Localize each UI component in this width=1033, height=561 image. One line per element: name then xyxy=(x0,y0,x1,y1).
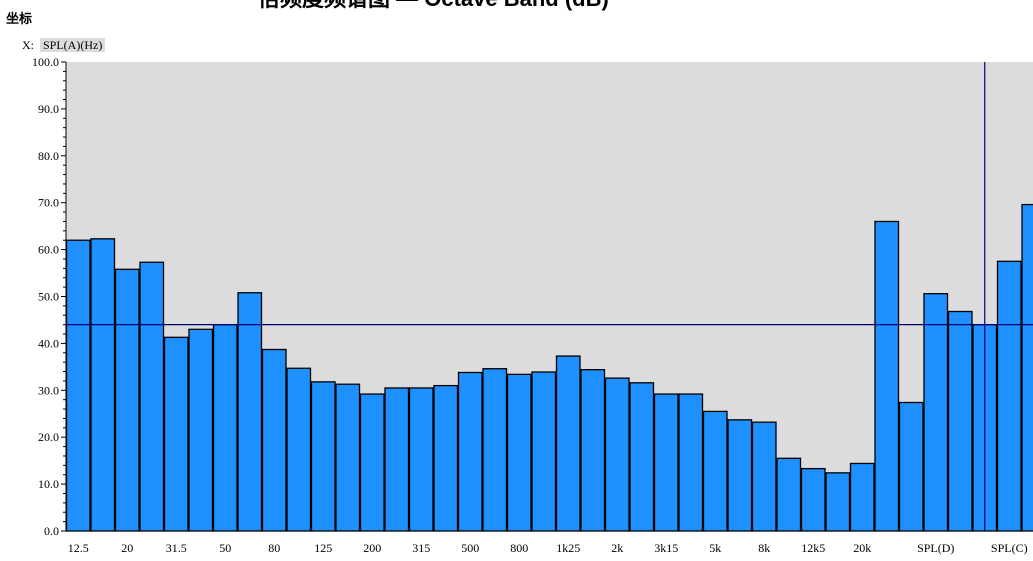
bar[interactable] xyxy=(653,393,679,532)
bar[interactable] xyxy=(188,328,214,532)
bar[interactable] xyxy=(139,261,165,532)
bar[interactable] xyxy=(433,384,459,532)
bar[interactable] xyxy=(286,367,312,532)
x-tick-label: 12k5 xyxy=(801,541,825,555)
bar[interactable] xyxy=(874,220,900,532)
x-tick-label: 8k xyxy=(758,541,770,555)
x-axis: 12.5 20 31.5 50 80 125 200 315 500 800 1k25 2k 3k15 5… xyxy=(66,530,1033,555)
y-tick-label: 30.0 xyxy=(38,383,59,397)
x-coordinate-value: SPL(A)(Hz) xyxy=(40,38,106,52)
x-tick-label: 500 xyxy=(461,541,479,555)
x-tick-label: 2k xyxy=(611,541,623,555)
y-tick-label: 90.0 xyxy=(38,102,59,116)
bar[interactable] xyxy=(678,393,704,532)
bar[interactable] xyxy=(65,239,91,532)
y-tick-label: 80.0 xyxy=(38,149,59,163)
bar[interactable] xyxy=(90,238,116,532)
bar[interactable] xyxy=(359,393,385,532)
bar[interactable] xyxy=(531,371,557,532)
bar[interactable] xyxy=(212,323,238,532)
y-tick-label: 70.0 xyxy=(38,196,59,210)
x-tick-label: 125 xyxy=(314,541,332,555)
y-axis: 0.0 10.0 20.0 30.0 40.0 50.0 60.0 70.0 80.0 90.0 1… xyxy=(32,55,67,538)
bar[interactable] xyxy=(580,369,606,532)
x-tick-label: SPL(C) xyxy=(991,541,1028,555)
bar[interactable] xyxy=(849,462,875,532)
x-tick-label: 1k25 xyxy=(556,541,580,555)
bar[interactable] xyxy=(947,310,973,532)
bar[interactable] xyxy=(261,348,287,532)
x-tick-label: SPL(D) xyxy=(917,541,954,555)
bar[interactable] xyxy=(923,293,949,532)
x-tick-label: 5k xyxy=(709,541,721,555)
y-tick-label: 50.0 xyxy=(38,290,59,304)
y-tick-label: 0.0 xyxy=(44,524,59,538)
bar[interactable] xyxy=(335,383,361,532)
x-tick-label: 31.5 xyxy=(166,541,187,555)
x-tick-label: 3k15 xyxy=(654,541,678,555)
bar[interactable] xyxy=(898,401,924,532)
bar-series xyxy=(65,203,1033,532)
bar[interactable] xyxy=(727,419,753,532)
bar[interactable] xyxy=(604,377,630,532)
bar[interactable] xyxy=(776,457,802,532)
coordinate-label: 坐标 xyxy=(6,12,33,27)
bar[interactable] xyxy=(996,260,1022,532)
x-tick-label: 80 xyxy=(268,541,280,555)
y-tick-label: 20.0 xyxy=(38,430,59,444)
bar[interactable] xyxy=(237,292,263,532)
bar[interactable] xyxy=(457,371,483,532)
x-tick-label: 20k xyxy=(853,541,871,555)
bar[interactable] xyxy=(702,410,728,532)
x-coordinate-readout: X: SPL(A)(Hz) xyxy=(22,38,106,52)
bar[interactable] xyxy=(555,355,581,532)
y-tick-label: 10.0 xyxy=(38,477,59,491)
y-tick-label: 100.0 xyxy=(32,55,59,69)
bar[interactable] xyxy=(384,387,410,532)
bar[interactable] xyxy=(114,268,140,532)
x-tick-label: 200 xyxy=(363,541,381,555)
x-tick-label: 315 xyxy=(412,541,430,555)
y-tick-label: 60.0 xyxy=(38,243,59,257)
bar[interactable] xyxy=(825,472,851,532)
bar[interactable] xyxy=(506,373,532,532)
bar[interactable] xyxy=(629,382,655,532)
x-tick-label: 20 xyxy=(121,541,133,555)
bar[interactable] xyxy=(751,421,777,532)
bar[interactable] xyxy=(482,368,508,532)
bar[interactable] xyxy=(1021,203,1033,532)
cursor-lines xyxy=(66,62,1033,531)
x-tick-label: 800 xyxy=(510,541,528,555)
bar[interactable] xyxy=(800,467,826,532)
x-tick-label: 12.5 xyxy=(68,541,89,555)
x-prefix: X: xyxy=(22,38,34,52)
bar[interactable] xyxy=(310,381,336,532)
x-tick-label: 50 xyxy=(219,541,231,555)
chart-title: 倍频度频谱图 — Octave Band (dB) xyxy=(258,0,609,12)
bar[interactable] xyxy=(408,387,434,532)
bar[interactable] xyxy=(163,336,189,532)
y-tick-label: 40.0 xyxy=(38,336,59,350)
